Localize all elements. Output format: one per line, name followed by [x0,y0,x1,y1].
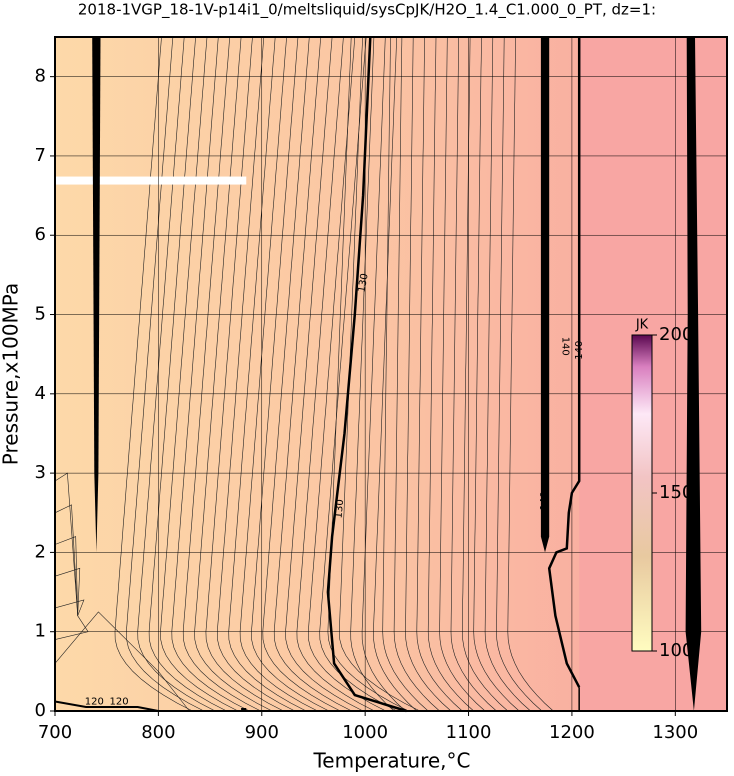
y-tick-label: 8 [35,66,46,87]
contour-line [262,36,341,712]
white-band [55,176,247,185]
y-tick-label: 3 [35,462,46,483]
contour-line [350,36,395,712]
contour-line [307,36,386,712]
contour-line [54,504,78,616]
contour-line [114,36,193,712]
dense-band [92,37,101,553]
contour-label: 120 [110,696,129,707]
contour-line [285,36,364,712]
contour-line [484,36,531,712]
contour-line [160,36,239,712]
contour-line [507,36,554,712]
contour-140 [547,37,581,688]
contour-line [239,36,318,712]
y-tick-label: 2 [35,541,46,562]
contour-line [54,611,190,712]
contour-line [382,36,429,712]
contour-line [319,36,398,712]
contour-120 [54,700,159,712]
contour-line [416,36,463,712]
high-region [579,37,727,711]
colorbar-tick-label: 150 [659,482,693,503]
contour-line [54,599,85,616]
contour-line [473,36,520,712]
contour-line [228,36,307,712]
x-tick-label: 700 [38,722,72,743]
contour-label: 140 [560,337,571,356]
contour-label: 120 [85,696,104,707]
chart-title: 2018-1VGP_18-1V-p14i1_0/meltsliquid/sysC… [78,1,656,20]
x-tick-label: 1300 [652,722,698,743]
contour-line [194,36,273,712]
x-tick-label: 900 [245,722,279,743]
contour-label: 140 [574,341,585,360]
colorbar-tick-label: 200 [659,324,693,345]
x-tick-label: 1100 [446,722,492,743]
contour-line [361,36,406,712]
y-tick-label: 4 [35,383,46,404]
x-tick-label: 800 [141,722,175,743]
contour-line [450,36,497,712]
contour-line [182,36,261,712]
colorbar-label: JK [635,318,649,333]
contour-line [137,36,216,712]
x-tick-label: 1200 [549,722,595,743]
plot-frame [54,36,728,712]
contour-line [427,36,474,712]
contour-line [148,36,227,712]
contour-line [373,36,418,712]
contour-line [405,36,452,712]
contour-line [439,36,486,712]
x-tick-label: 1000 [342,722,388,743]
contour-line [251,36,330,712]
colorbar-tick-label: 100 [659,640,693,661]
y-tick-label: 1 [35,621,46,642]
contour-line [54,567,81,616]
y-axis-label: Pressure,x100MPa [0,283,23,465]
x-axis-label: Temperature,°C [312,749,470,773]
contour-line [171,36,250,712]
contour-line [296,36,375,712]
y-tick-label: 0 [35,700,46,721]
contour-label: 130 [357,273,371,294]
contour-label: 140 [539,491,550,510]
contour-line [273,36,352,712]
y-tick-label: 5 [35,304,46,325]
y-tick-label: 6 [35,224,46,245]
contour-line [125,36,205,712]
contour-line [54,536,78,616]
dense-band [540,37,550,553]
contour-line [216,36,296,712]
dense-band [685,37,702,711]
contour-line [496,36,543,712]
contour-label: 130 [333,499,346,519]
contour-line [205,36,284,712]
contour-line [393,36,440,712]
colorbar [631,334,653,652]
y-tick-label: 7 [35,145,46,166]
